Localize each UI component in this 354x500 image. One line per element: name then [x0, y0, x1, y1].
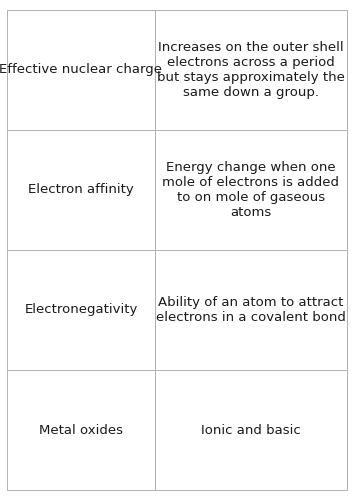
- Text: Ionic and basic: Ionic and basic: [201, 424, 301, 436]
- Text: Metal oxides: Metal oxides: [39, 424, 123, 436]
- Text: Increases on the outer shell
electrons across a period
but stays approximately t: Increases on the outer shell electrons a…: [157, 41, 345, 99]
- Text: Effective nuclear charge: Effective nuclear charge: [0, 64, 162, 76]
- Text: Electronegativity: Electronegativity: [24, 304, 138, 316]
- Text: Energy change when one
mole of electrons is added
to on mole of gaseous
atoms: Energy change when one mole of electrons…: [162, 161, 339, 219]
- Text: Electron affinity: Electron affinity: [28, 184, 134, 196]
- Text: Ability of an atom to attract
electrons in a covalent bond: Ability of an atom to attract electrons …: [156, 296, 346, 324]
